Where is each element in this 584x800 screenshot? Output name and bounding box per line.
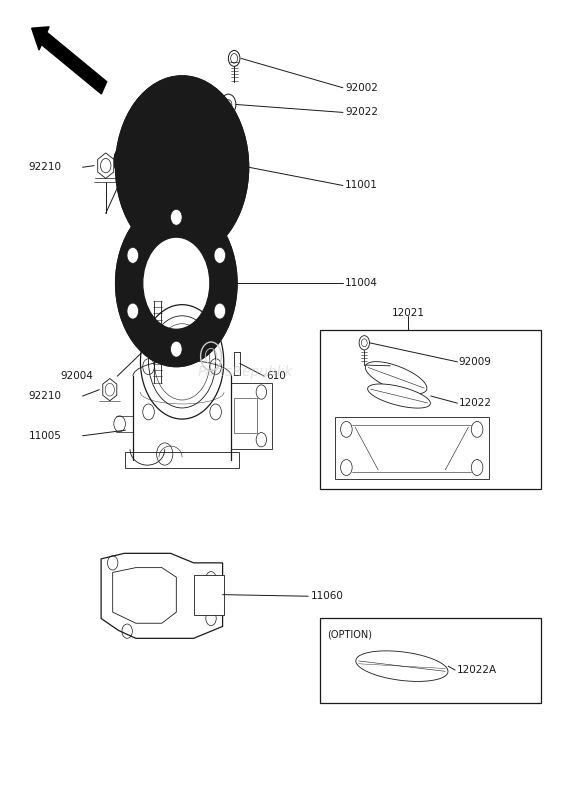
- Circle shape: [114, 145, 137, 177]
- Text: 11004: 11004: [345, 278, 378, 288]
- Text: 92009: 92009: [458, 357, 492, 367]
- Polygon shape: [101, 554, 223, 638]
- Polygon shape: [368, 384, 430, 408]
- Polygon shape: [103, 378, 117, 401]
- Circle shape: [127, 247, 138, 263]
- Text: 92022: 92022: [345, 107, 378, 118]
- Text: 92210: 92210: [29, 391, 62, 401]
- Circle shape: [127, 303, 138, 319]
- Circle shape: [116, 76, 249, 258]
- Polygon shape: [356, 651, 448, 682]
- Text: 92210: 92210: [29, 162, 62, 172]
- Circle shape: [214, 303, 225, 319]
- Circle shape: [171, 342, 182, 357]
- Circle shape: [140, 190, 160, 219]
- Bar: [320, 618, 541, 703]
- Bar: [320, 330, 541, 489]
- Text: 12022: 12022: [458, 398, 492, 408]
- Text: 11001: 11001: [345, 181, 378, 190]
- FancyBboxPatch shape: [231, 382, 272, 450]
- Polygon shape: [98, 153, 114, 178]
- Text: 92002: 92002: [345, 82, 378, 93]
- Text: (OPTION): (OPTION): [326, 630, 371, 639]
- Circle shape: [199, 109, 220, 137]
- Polygon shape: [113, 568, 176, 623]
- Text: 92004: 92004: [61, 371, 93, 381]
- Text: 610: 610: [266, 371, 286, 381]
- FancyBboxPatch shape: [194, 574, 224, 614]
- Circle shape: [171, 210, 182, 226]
- Circle shape: [145, 109, 165, 137]
- Text: 12021: 12021: [391, 308, 425, 318]
- Text: 11060: 11060: [311, 591, 343, 602]
- Text: 11005: 11005: [29, 430, 62, 441]
- FancyBboxPatch shape: [234, 398, 258, 434]
- Circle shape: [199, 198, 220, 226]
- Circle shape: [214, 247, 225, 263]
- Circle shape: [116, 200, 237, 366]
- Circle shape: [142, 237, 210, 330]
- FancyArrow shape: [32, 27, 107, 94]
- FancyBboxPatch shape: [335, 418, 489, 479]
- Text: 12022A: 12022A: [457, 665, 497, 675]
- Polygon shape: [366, 362, 427, 394]
- FancyBboxPatch shape: [126, 452, 239, 467]
- Text: PartsRepublik: PartsRepublik: [198, 365, 294, 379]
